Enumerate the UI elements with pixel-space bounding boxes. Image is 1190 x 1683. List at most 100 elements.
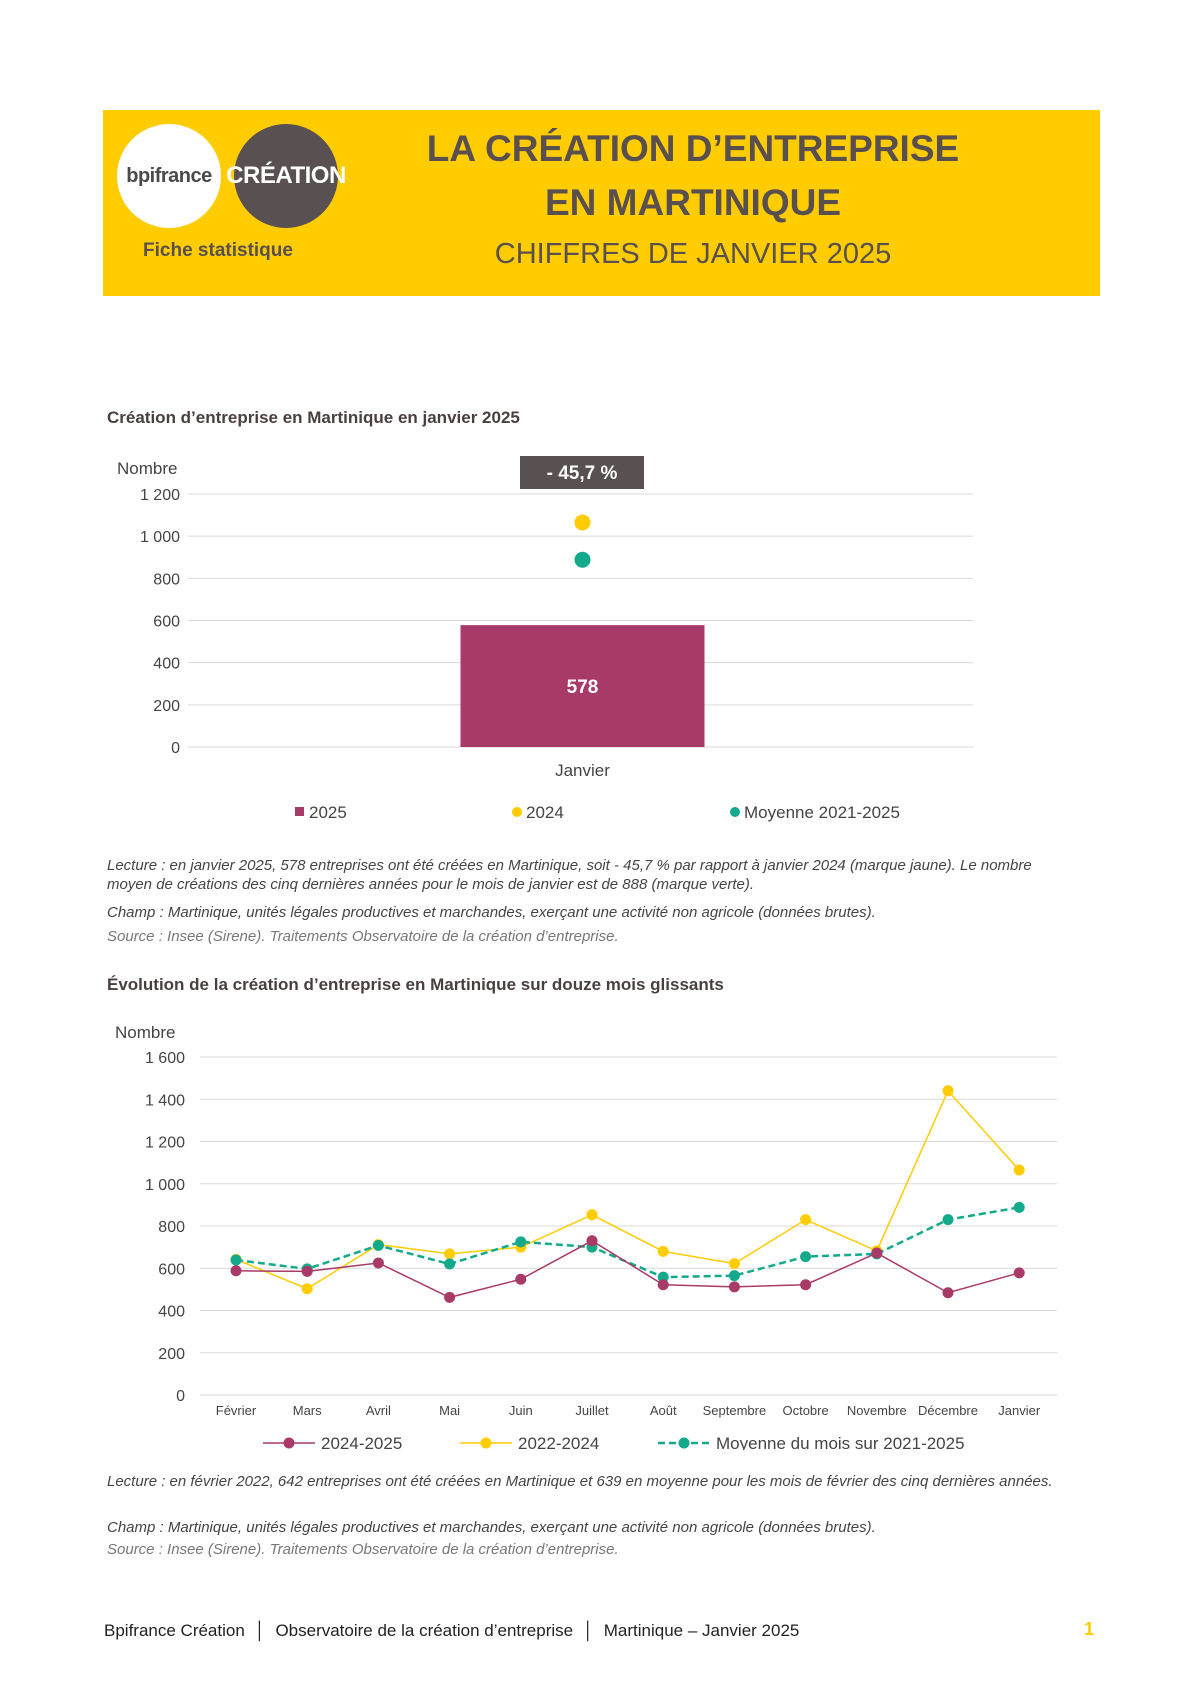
chart2-point-2024-2025 — [444, 1291, 456, 1303]
chart2-series-line-2024-2025 — [235, 1239, 1020, 1299]
chart2-point-2024-2025 — [657, 1279, 669, 1291]
chart2-xtick-label: Décembre — [918, 1403, 978, 1418]
chart1-legend-swatch — [730, 807, 740, 817]
page-number: 1 — [1084, 1619, 1095, 1639]
chart2-legend-label: 2022-2024 — [518, 1434, 599, 1450]
chart2-point-2024-2025 — [515, 1273, 527, 1285]
footer: Bpifrance Création │ Observatoire de la cr… — [104, 1621, 799, 1641]
footer-observatoire: Observatoire de la création d’entreprise — [275, 1621, 574, 1640]
chart2-point-2022-2024 — [444, 1248, 456, 1260]
chart2-legend-label: 2024-2025 — [321, 1434, 402, 1450]
chart2-xtick-label: Octobre — [782, 1403, 828, 1418]
chart1-ytick-label: 800 — [153, 571, 180, 588]
bpifrance-logo: bpifrance — [117, 124, 221, 228]
chart1-legend-swatch — [512, 807, 522, 817]
chart2-ytick-label: 1 000 — [145, 1177, 185, 1194]
chart1-title: Création d’entreprise en Martinique en j… — [107, 408, 520, 427]
chart1-change-badge-text: - 45,7 % — [547, 463, 618, 484]
chart2-point-2024-2025 — [586, 1235, 598, 1247]
chart1-legend-label: 2025 — [309, 803, 347, 822]
chart2-ylabel: Nombre — [115, 1023, 175, 1042]
chart2: Nombre 0 200 400 600 800 1 000 1 200 1 400 1 600 F… — [115, 1023, 1057, 1450]
footer-separator: │ — [254, 1621, 266, 1640]
chart2-xtick-label: Janvier — [998, 1403, 1041, 1418]
chart2-legend-marker — [678, 1437, 690, 1449]
chart2-point-2024-2025 — [942, 1287, 954, 1299]
chart2-point-moyenne-du-mois-sur-2021-2025 — [515, 1236, 527, 1248]
page-title-line2: EN MARTINIQUE — [545, 182, 841, 223]
chart2-xtick-label: Juin — [509, 1403, 533, 1418]
chart2-point-moyenne-du-mois-sur-2021-2025 — [942, 1214, 954, 1226]
creation-logo: CRÉATION — [226, 124, 346, 228]
chart2-xtick-label: Avril — [366, 1403, 391, 1418]
chart1-change-badge — [520, 456, 644, 489]
chart2-ytick-label: 400 — [158, 1304, 185, 1321]
fiche-label: Fiche statistique — [143, 240, 293, 261]
chart2-point-2024-2025 — [372, 1257, 384, 1269]
chart1: Nombre 0 200 400 600 800 1 000 1 200 578 Janvier -… — [117, 456, 973, 822]
chart1-legend-label: 2024 — [526, 803, 564, 822]
chart2-ytick-label: 0 — [176, 1388, 185, 1405]
chart2-point-2022-2024 — [942, 1085, 954, 1097]
chart2-point-2024-2025 — [301, 1265, 313, 1277]
bpifrance-logo-text: bpifrance — [126, 164, 212, 187]
chart2-point-2022-2024 — [657, 1245, 669, 1257]
chart2-champ-note: Champ : Martinique, unités légales produ… — [107, 1519, 876, 1536]
chart2-xtick-label: Juillet — [575, 1403, 609, 1418]
chart2-point-moyenne-du-mois-sur-2021-2025 — [230, 1254, 242, 1266]
chart2-title: Évolution de la création d’entreprise en… — [107, 975, 724, 994]
chart1-ytick-label: 400 — [153, 656, 180, 673]
chart2-ytick-label: 200 — [158, 1346, 185, 1363]
chart2-xtick-label: Mars — [293, 1403, 322, 1418]
chart1-ytick-label: 1 000 — [140, 529, 180, 546]
chart1-ylabel: Nombre — [117, 459, 177, 478]
chart1-source-note: Source : Insee (Sirene). Traitements Obs… — [107, 928, 619, 945]
chart1-bar-data-label: 578 — [567, 677, 599, 698]
footer-brand: Bpifrance Création — [104, 1621, 245, 1640]
chart2-legend-marker — [283, 1437, 295, 1449]
chart2-point-2022-2024 — [800, 1214, 812, 1226]
chart2-lecture-note: Lecture : en février 2022, 642 entrepris… — [107, 1473, 1053, 1490]
chart2-xtick-label: Mai — [439, 1403, 460, 1418]
chart2-xtick-label: Août — [650, 1403, 677, 1418]
chart2-ytick-label: 1 400 — [145, 1092, 185, 1109]
chart1-marker-moyenne-2021-2025 — [574, 551, 591, 568]
footer-region-date: Martinique – Janvier 2025 — [603, 1621, 800, 1640]
chart2-xtick-label: Septembre — [703, 1403, 767, 1418]
page-title-line1: LA CRÉATION D’ENTREPRISE — [426, 128, 960, 169]
chart2-point-moyenne-du-mois-sur-2021-2025 — [1013, 1201, 1025, 1213]
chart2-point-2022-2024 — [301, 1283, 313, 1295]
chart2-xtick-label: Novembre — [847, 1403, 907, 1418]
chart2-point-2024-2025 — [1013, 1267, 1025, 1279]
chart1-champ-note: Champ : Martinique, unités légales produ… — [107, 904, 876, 921]
chart2-source-note: Source : Insee (Sirene). Traitements Obs… — [107, 1541, 619, 1558]
chart1-ytick-label: 600 — [153, 614, 180, 631]
chart1-legend-label: Moyenne 2021-2025 — [744, 803, 900, 822]
chart1-ytick-label: 200 — [153, 698, 180, 715]
chart2-point-moyenne-du-mois-sur-2021-2025 — [444, 1258, 456, 1270]
header-banner: bpifrance CRÉATION Fiche statistique LA … — [103, 110, 1100, 296]
chart2-legend-marker — [480, 1437, 492, 1449]
page-subtitle: CHIFFRES DE JANVIER 2025 — [494, 238, 892, 270]
chart2-ytick-label: 600 — [158, 1261, 185, 1278]
chart2-ytick-label: 800 — [158, 1219, 185, 1236]
chart2-series-line-2022-2024 — [235, 1089, 1020, 1290]
chart2-point-2024-2025 — [800, 1279, 812, 1291]
chart2-ytick-label: 1 600 — [145, 1050, 185, 1067]
chart2-legend-label: Moyenne du mois sur 2021-2025 — [716, 1434, 965, 1450]
creation-logo-text: CRÉATION — [226, 162, 346, 189]
chart2-point-moyenne-du-mois-sur-2021-2025 — [372, 1239, 384, 1251]
chart2-point-2024-2025 — [230, 1265, 242, 1277]
chart1-bar-2025 — [460, 625, 705, 747]
chart2-series-line-moyenne-du-mois-sur-2021-2025 — [235, 1206, 1020, 1279]
chart2-point-2022-2024 — [586, 1209, 598, 1221]
chart2-point-2024-2025 — [728, 1281, 740, 1293]
chart2-point-moyenne-du-mois-sur-2021-2025 — [728, 1270, 740, 1282]
chart1-lecture-note: Lecture : en janvier 2025, 578 entrepris… — [107, 857, 1032, 893]
chart1-legend-swatch — [295, 807, 304, 816]
chart2-point-moyenne-du-mois-sur-2021-2025 — [657, 1271, 669, 1283]
chart2-point-moyenne-du-mois-sur-2021-2025 — [800, 1251, 812, 1263]
chart2-point-2022-2024 — [728, 1258, 740, 1270]
chart1-category-label: Janvier — [555, 761, 610, 780]
chart2-ytick-label: 1 200 — [145, 1135, 185, 1152]
